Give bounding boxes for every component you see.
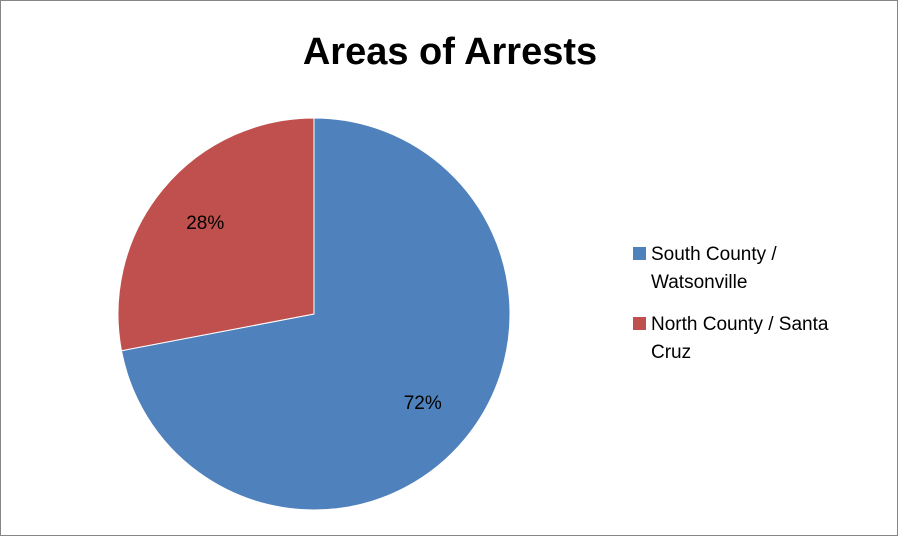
legend-swatch-north-county — [633, 317, 646, 330]
pie-slice-south-county — [120, 117, 511, 511]
legend-item-south-county: South County / Watsonville — [633, 241, 893, 297]
chart-title: Areas of Arrests — [302, 31, 598, 73]
legend: South County / Watsonville North County … — [633, 241, 893, 381]
legend-label-south-county: South County / Watsonville — [651, 244, 777, 293]
legend-swatch-south-county — [633, 247, 646, 260]
data-label-north-county: 28% — [186, 213, 224, 234]
pie-slice-north-county — [117, 117, 315, 352]
legend-label-north-county: North County / Santa Cruz — [651, 314, 829, 363]
data-label-south-county: 72% — [404, 393, 442, 414]
legend-item-north-county: North County / Santa Cruz — [633, 311, 893, 367]
